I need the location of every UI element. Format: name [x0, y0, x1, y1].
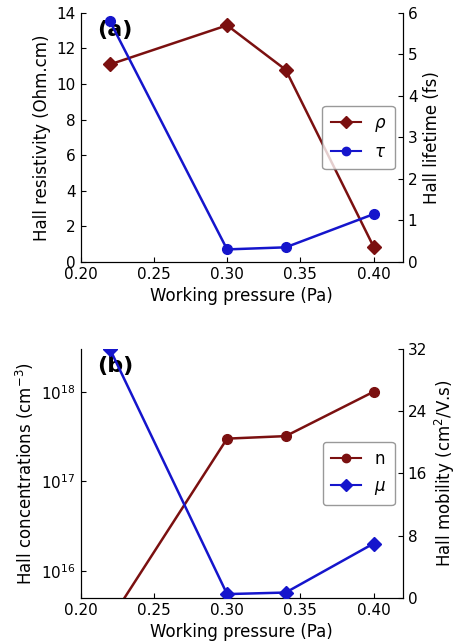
Y-axis label: Hall concentrations (cm$^{-3}$): Hall concentrations (cm$^{-3}$) [14, 362, 36, 585]
Y-axis label: Hall mobility (cm$^2$/V.s): Hall mobility (cm$^2$/V.s) [433, 380, 457, 567]
Text: (a): (a) [97, 21, 132, 41]
Text: (b): (b) [97, 356, 133, 376]
X-axis label: Working pressure (Pa): Working pressure (Pa) [150, 287, 333, 305]
Legend: $\rho$, $\tau$: $\rho$, $\tau$ [322, 106, 394, 169]
Legend: n, $\mu$: n, $\mu$ [322, 442, 394, 505]
Y-axis label: Hall resistivity (Ohm.cm): Hall resistivity (Ohm.cm) [33, 34, 51, 240]
X-axis label: Working pressure (Pa): Working pressure (Pa) [150, 624, 333, 642]
Y-axis label: Hall lifetime (fs): Hall lifetime (fs) [423, 71, 441, 204]
